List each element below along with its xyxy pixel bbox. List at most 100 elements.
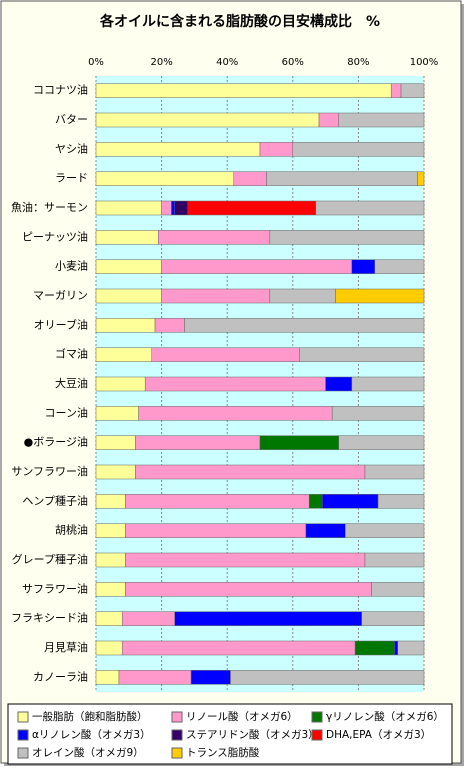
legend-label: γリノレン酸（オメガ6）: [326, 710, 444, 723]
bar-segment: [95, 640, 123, 656]
bar-segment: [135, 464, 366, 480]
x-tick-label: 100%: [410, 57, 439, 68]
bar-segment: [269, 230, 425, 245]
legend-label: 一般脂肪（飽和脂肪酸）: [32, 710, 148, 723]
bar-segment: [305, 523, 346, 538]
bar-segment: [364, 464, 425, 480]
x-tick-label: 0%: [88, 57, 104, 68]
y-tick-label: ヘンプ種子油: [22, 493, 88, 507]
bar-segment: [390, 83, 402, 98]
bar-segment: [354, 640, 395, 656]
legend-label: DHA,EPA（オメガ3）: [326, 729, 431, 741]
y-tick-label: ゴマ油: [55, 347, 88, 361]
bar-segment: [144, 376, 326, 392]
bar-segment: [95, 582, 126, 597]
legend-swatch: [17, 711, 29, 723]
bar-segment: [121, 640, 356, 656]
bar-segment: [187, 200, 317, 216]
bar-segment: [121, 611, 175, 626]
bar-segment: [138, 406, 333, 421]
y-tick-label: カノーラ油: [33, 669, 88, 683]
y-tick-label: マーガリン: [33, 289, 88, 302]
y-tick-label: 月見草油: [44, 640, 88, 654]
bar-segment: [95, 494, 126, 509]
legend-label: オレイン酸（オメガ9）: [32, 746, 144, 759]
bar-segment: [174, 611, 362, 626]
y-tick-label: 胡桃油: [55, 523, 88, 537]
legend-label: αリノレン酸（オメガ3）: [32, 728, 151, 741]
bar-segment: [161, 200, 172, 216]
legend-swatch: [17, 729, 29, 741]
bar-segment: [233, 171, 267, 186]
legend: [7, 703, 453, 765]
x-tick-label: 80%: [347, 57, 369, 68]
y-tick-label: ヤシ油: [55, 141, 88, 155]
bar-segment: [95, 376, 146, 392]
bar-segment: [171, 200, 175, 216]
bar-segment: [394, 640, 399, 656]
y-tick-label: サンフラワー油: [11, 464, 88, 478]
y-tick-label: ●ボラージ油: [24, 435, 88, 449]
legend-swatch: [171, 729, 183, 741]
bar-segment: [95, 347, 153, 362]
bar-segment: [95, 171, 235, 186]
bar-segment: [95, 552, 126, 568]
legend-swatch: [17, 747, 29, 759]
y-tick-label: グレープ種子油: [12, 552, 88, 566]
bar-segment: [361, 611, 425, 626]
bar-segment: [174, 200, 189, 216]
bar-segment: [95, 83, 392, 98]
bar-segment: [266, 171, 418, 186]
bar-segment: [345, 523, 425, 538]
bar-segment: [95, 406, 139, 421]
bar-segment: [230, 670, 425, 685]
bar-segment: [335, 288, 425, 304]
x-tick-label: 60%: [282, 57, 304, 68]
y-tick-label: サフラワー油: [22, 581, 88, 595]
bar-segment: [151, 347, 300, 362]
y-tick-label: ピーナッツ油: [22, 229, 88, 243]
y-tick-label: 大豆油: [55, 376, 88, 390]
x-tick-label: 20%: [150, 57, 172, 68]
bar-segment: [118, 670, 192, 685]
bar-segment: [95, 259, 162, 274]
bar-segment: [417, 171, 425, 186]
bar-segment: [125, 494, 310, 509]
chart-title: 各オイルに含まれる脂肪酸の目安構成比 %: [99, 13, 380, 30]
bar-segment: [95, 464, 136, 480]
bar-segment: [259, 142, 294, 157]
y-tick-label: ラード: [55, 172, 88, 185]
legend-swatch: [171, 747, 183, 759]
y-tick-label: ココナツ油: [33, 83, 88, 97]
bar-segment: [95, 230, 159, 245]
bar-segment: [184, 318, 425, 333]
bar-segment: [400, 83, 425, 98]
bar-segment: [95, 435, 136, 450]
y-tick-label: バター: [55, 113, 88, 126]
legend-swatch: [311, 711, 323, 723]
bar-segment: [154, 318, 185, 333]
y-tick-label: 小麦油: [55, 259, 88, 273]
bar-segment: [351, 376, 425, 392]
bar-segment: [259, 435, 339, 450]
bar-segment: [338, 435, 425, 450]
bar-segment: [95, 318, 156, 333]
bar-segment: [95, 200, 162, 216]
bar-segment: [364, 552, 425, 568]
bar-segment: [125, 582, 372, 597]
bar-segment: [161, 259, 353, 274]
bar-segment: [299, 347, 425, 362]
bar-segment: [135, 435, 261, 450]
bar-segment: [322, 494, 379, 509]
legend-label: トランス脂肪酸: [186, 746, 260, 759]
bar-segment: [190, 670, 231, 685]
bar-segment: [371, 582, 425, 597]
legend-swatch: [311, 729, 323, 741]
bar-segment: [315, 200, 425, 216]
bar-segment: [125, 523, 307, 538]
bar-segment: [95, 670, 120, 685]
y-tick-label: フラキシード油: [11, 611, 88, 625]
legend-label: ステアリドン酸（オメガ3）: [186, 728, 319, 741]
